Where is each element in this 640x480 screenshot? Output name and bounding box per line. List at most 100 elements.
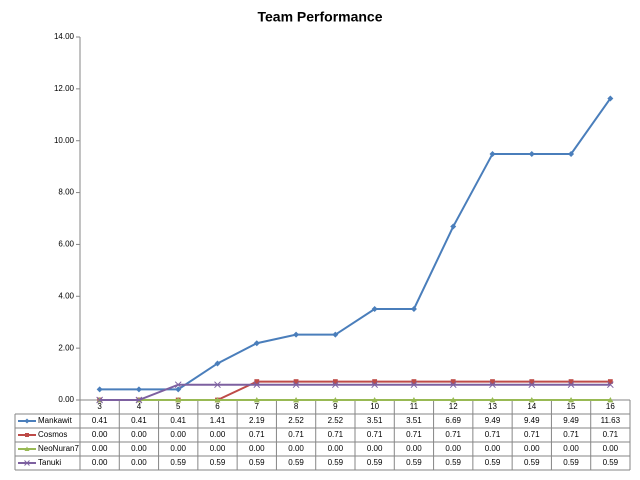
table-value: 0.00 [210,444,226,453]
y-tick-label: 2.00 [58,343,74,352]
table-value: 0.59 [524,458,540,467]
table-value: 0.00 [524,444,540,453]
marker [24,418,30,424]
marker [135,386,142,393]
x-tick-label: 11 [410,402,419,411]
table-value: 0.59 [210,458,226,467]
table-value: 0.59 [445,458,461,467]
table-value: 1.41 [210,416,226,425]
y-tick-label: 6.00 [58,240,74,249]
table-value: 0.00 [131,430,147,439]
table-value: 0.71 [288,430,304,439]
y-tick-label: 10.00 [54,136,75,145]
marker [371,397,378,403]
marker [332,331,339,338]
table-value: 0.00 [328,444,344,453]
marker [254,379,260,384]
table-value: 0.59 [603,458,619,467]
marker [607,95,614,102]
table-value: 9.49 [563,416,579,425]
table-value: 0.71 [563,430,579,439]
marker [332,381,339,389]
marker [293,379,299,384]
marker [214,381,221,389]
table-value: 0.00 [131,458,147,467]
marker [214,397,221,403]
table-value: 0.71 [603,430,619,439]
table-value: 0.00 [92,430,108,439]
marker [135,396,143,404]
table-value: 3.51 [367,416,383,425]
table-value: 0.00 [249,444,265,453]
marker [253,340,260,347]
marker [528,381,536,389]
table-value: 3.51 [406,416,422,425]
marker [96,386,103,393]
table-value: 0.41 [92,416,108,425]
marker [410,305,417,312]
x-tick-label: 5 [176,402,181,411]
table-value: 0.71 [367,430,383,439]
table-value: 9.49 [524,416,540,425]
legend-label: Cosmos [38,430,67,439]
marker [529,379,535,384]
marker [410,397,417,403]
table-value: 2.52 [288,416,304,425]
marker [449,381,457,389]
table-value: 0.71 [328,430,344,439]
marker [410,381,418,389]
table-value: 0.00 [603,444,619,453]
table-value: 0.00 [445,444,461,453]
table-value: 0.00 [92,458,108,467]
marker [489,397,496,403]
y-tick-label: 4.00 [58,291,74,300]
table-value: 0.59 [367,458,383,467]
marker [253,397,260,403]
marker [450,379,456,384]
marker [528,150,535,157]
marker [450,223,457,230]
marker [293,397,300,403]
marker [607,379,613,384]
marker [96,396,103,404]
y-tick-label: 0.00 [58,395,74,404]
x-tick-label: 7 [255,402,260,411]
marker [174,381,182,389]
legend-label: Mankawit [38,416,73,425]
table-value: 0.59 [406,458,422,467]
table-value: 0.59 [288,458,304,467]
table-value: 0.71 [406,430,422,439]
marker [175,397,182,403]
table-value: 0.71 [524,430,540,439]
table-value: 0.59 [485,458,501,467]
marker [24,446,30,451]
table-value: 0.71 [485,430,501,439]
table-value: 0.59 [170,458,186,467]
table-value: 0.41 [131,416,147,425]
y-tick-label: 12.00 [54,84,75,93]
x-tick-label: 9 [333,402,338,411]
marker [568,379,574,384]
marker [25,433,29,437]
marker [450,397,457,403]
table-value: 0.59 [563,458,579,467]
table-value: 0.59 [328,458,344,467]
marker [24,460,30,466]
x-tick-label: 16 [606,402,615,411]
table-value: 2.52 [328,416,344,425]
marker [607,397,614,403]
table-value: 0.00 [131,444,147,453]
marker [567,381,575,389]
marker [607,381,614,389]
table-value: 6.69 [445,416,461,425]
table-value: 9.49 [485,416,501,425]
series-line [99,383,611,401]
marker [528,397,535,403]
marker [293,331,300,338]
marker [489,381,496,389]
legend-label: NeoNuran7 [38,444,79,453]
table-value: 0.00 [92,444,108,453]
table-value: 0.00 [563,444,579,453]
marker [332,379,338,384]
marker [253,381,261,389]
